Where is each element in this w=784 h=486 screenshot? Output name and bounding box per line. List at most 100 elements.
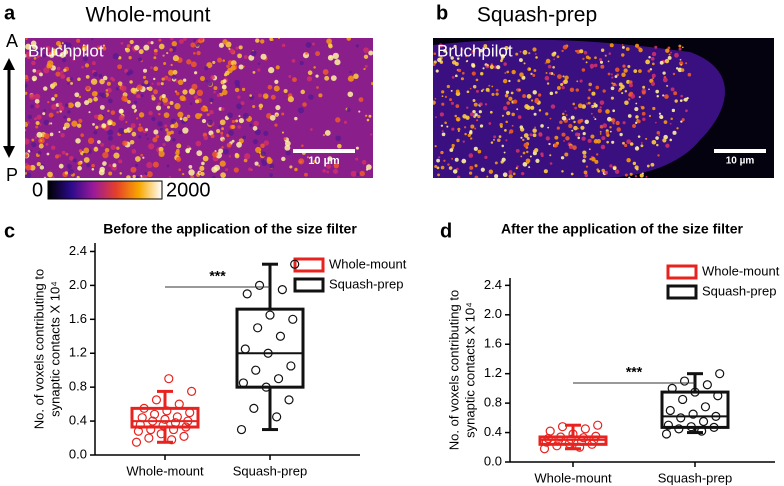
data-point [709, 422, 719, 433]
signal-dot [260, 151, 266, 157]
signal-dot [258, 103, 264, 109]
signal-dot [664, 94, 669, 99]
signal-dot [604, 170, 609, 175]
signal-dot [358, 97, 364, 103]
signal-dot [203, 135, 209, 141]
data-point [187, 386, 197, 396]
signal-dot [108, 171, 113, 176]
signal-dot [522, 94, 526, 99]
signal-dot [685, 62, 688, 65]
signal-dot [25, 53, 27, 57]
data-point [164, 374, 174, 384]
signal-dot [500, 59, 503, 63]
signal-dot [315, 51, 321, 57]
signal-dot [179, 95, 186, 102]
signal-dot [61, 42, 64, 45]
signal-dot [219, 89, 223, 94]
signal-dot [117, 64, 123, 70]
data-point [665, 405, 675, 416]
signal-dot [640, 105, 643, 108]
signal-dot [533, 69, 537, 72]
signal-dot [436, 158, 440, 163]
signal-dot [95, 125, 99, 129]
signal-dot [177, 79, 184, 86]
signal-dot [112, 163, 117, 168]
data-point [139, 403, 149, 413]
signal-dot [675, 67, 679, 70]
signal-dot [151, 94, 155, 98]
signal-dot [198, 38, 204, 41]
signal-dot [145, 133, 148, 136]
signal-dot [167, 77, 172, 82]
signal-dot [526, 136, 530, 141]
signal-dot [573, 120, 576, 124]
signal-dot [328, 43, 333, 48]
signal-dot [219, 119, 226, 126]
data-point [667, 383, 677, 393]
signal-dot [243, 112, 249, 119]
signal-dot [670, 51, 672, 54]
signal-dot [190, 42, 196, 48]
signal-dot [230, 65, 236, 71]
signal-dot [647, 69, 651, 73]
signal-dot [469, 87, 472, 90]
signal-dot [609, 164, 613, 168]
signal-dot [238, 117, 244, 124]
x-tick-label: Whole-mount [534, 470, 612, 485]
signal-dot [665, 48, 670, 53]
signal-dot [553, 73, 555, 76]
signal-dot [236, 103, 242, 110]
signal-dot [196, 89, 204, 97]
signal-dot [260, 39, 265, 44]
signal-dot [332, 168, 339, 174]
signal-dot [322, 169, 326, 173]
signal-dot [672, 72, 676, 76]
signal-dot [621, 44, 624, 46]
signal-dot [499, 123, 503, 127]
signal-dot [472, 99, 476, 102]
signal-dot [81, 65, 85, 69]
signal-dot [522, 138, 525, 142]
signal-dot [346, 107, 351, 112]
signal-dot [63, 115, 67, 119]
signal-dot [223, 73, 228, 77]
signal-dot [154, 51, 158, 56]
data-point [713, 391, 723, 401]
signal-dot [621, 45, 625, 49]
signal-dot [594, 118, 597, 121]
signal-dot [579, 118, 584, 123]
signal-dot [116, 146, 120, 150]
signal-dot [78, 95, 82, 99]
signal-dot [56, 66, 61, 71]
signal-dot [564, 75, 569, 80]
signal-dot [281, 131, 285, 134]
signal-dot [585, 61, 588, 64]
signal-dot [504, 129, 507, 132]
signal-dot [87, 137, 95, 145]
signal-dot [39, 123, 42, 126]
signal-dot [285, 150, 291, 156]
signal-dot [609, 130, 612, 133]
signal-dot [226, 142, 232, 148]
signal-dot [249, 123, 253, 127]
signal-dot [199, 76, 205, 82]
signal-dot [361, 159, 367, 165]
signal-dot [468, 171, 473, 175]
signal-dot [616, 127, 621, 132]
signal-dot [212, 151, 218, 158]
signal-dot [84, 100, 90, 106]
signal-dot [528, 68, 531, 70]
data-point [242, 289, 252, 299]
signal-dot [650, 81, 656, 86]
signal-dot [77, 123, 82, 128]
signal-dot [64, 171, 69, 175]
signal-dot [599, 106, 602, 109]
signal-dot [190, 175, 195, 178]
legend-swatch [293, 277, 325, 293]
signal-dot [626, 139, 631, 145]
signal-dot [170, 63, 173, 67]
signal-dot [283, 88, 288, 94]
significance-label: *** [209, 268, 226, 284]
signal-dot [600, 64, 605, 69]
